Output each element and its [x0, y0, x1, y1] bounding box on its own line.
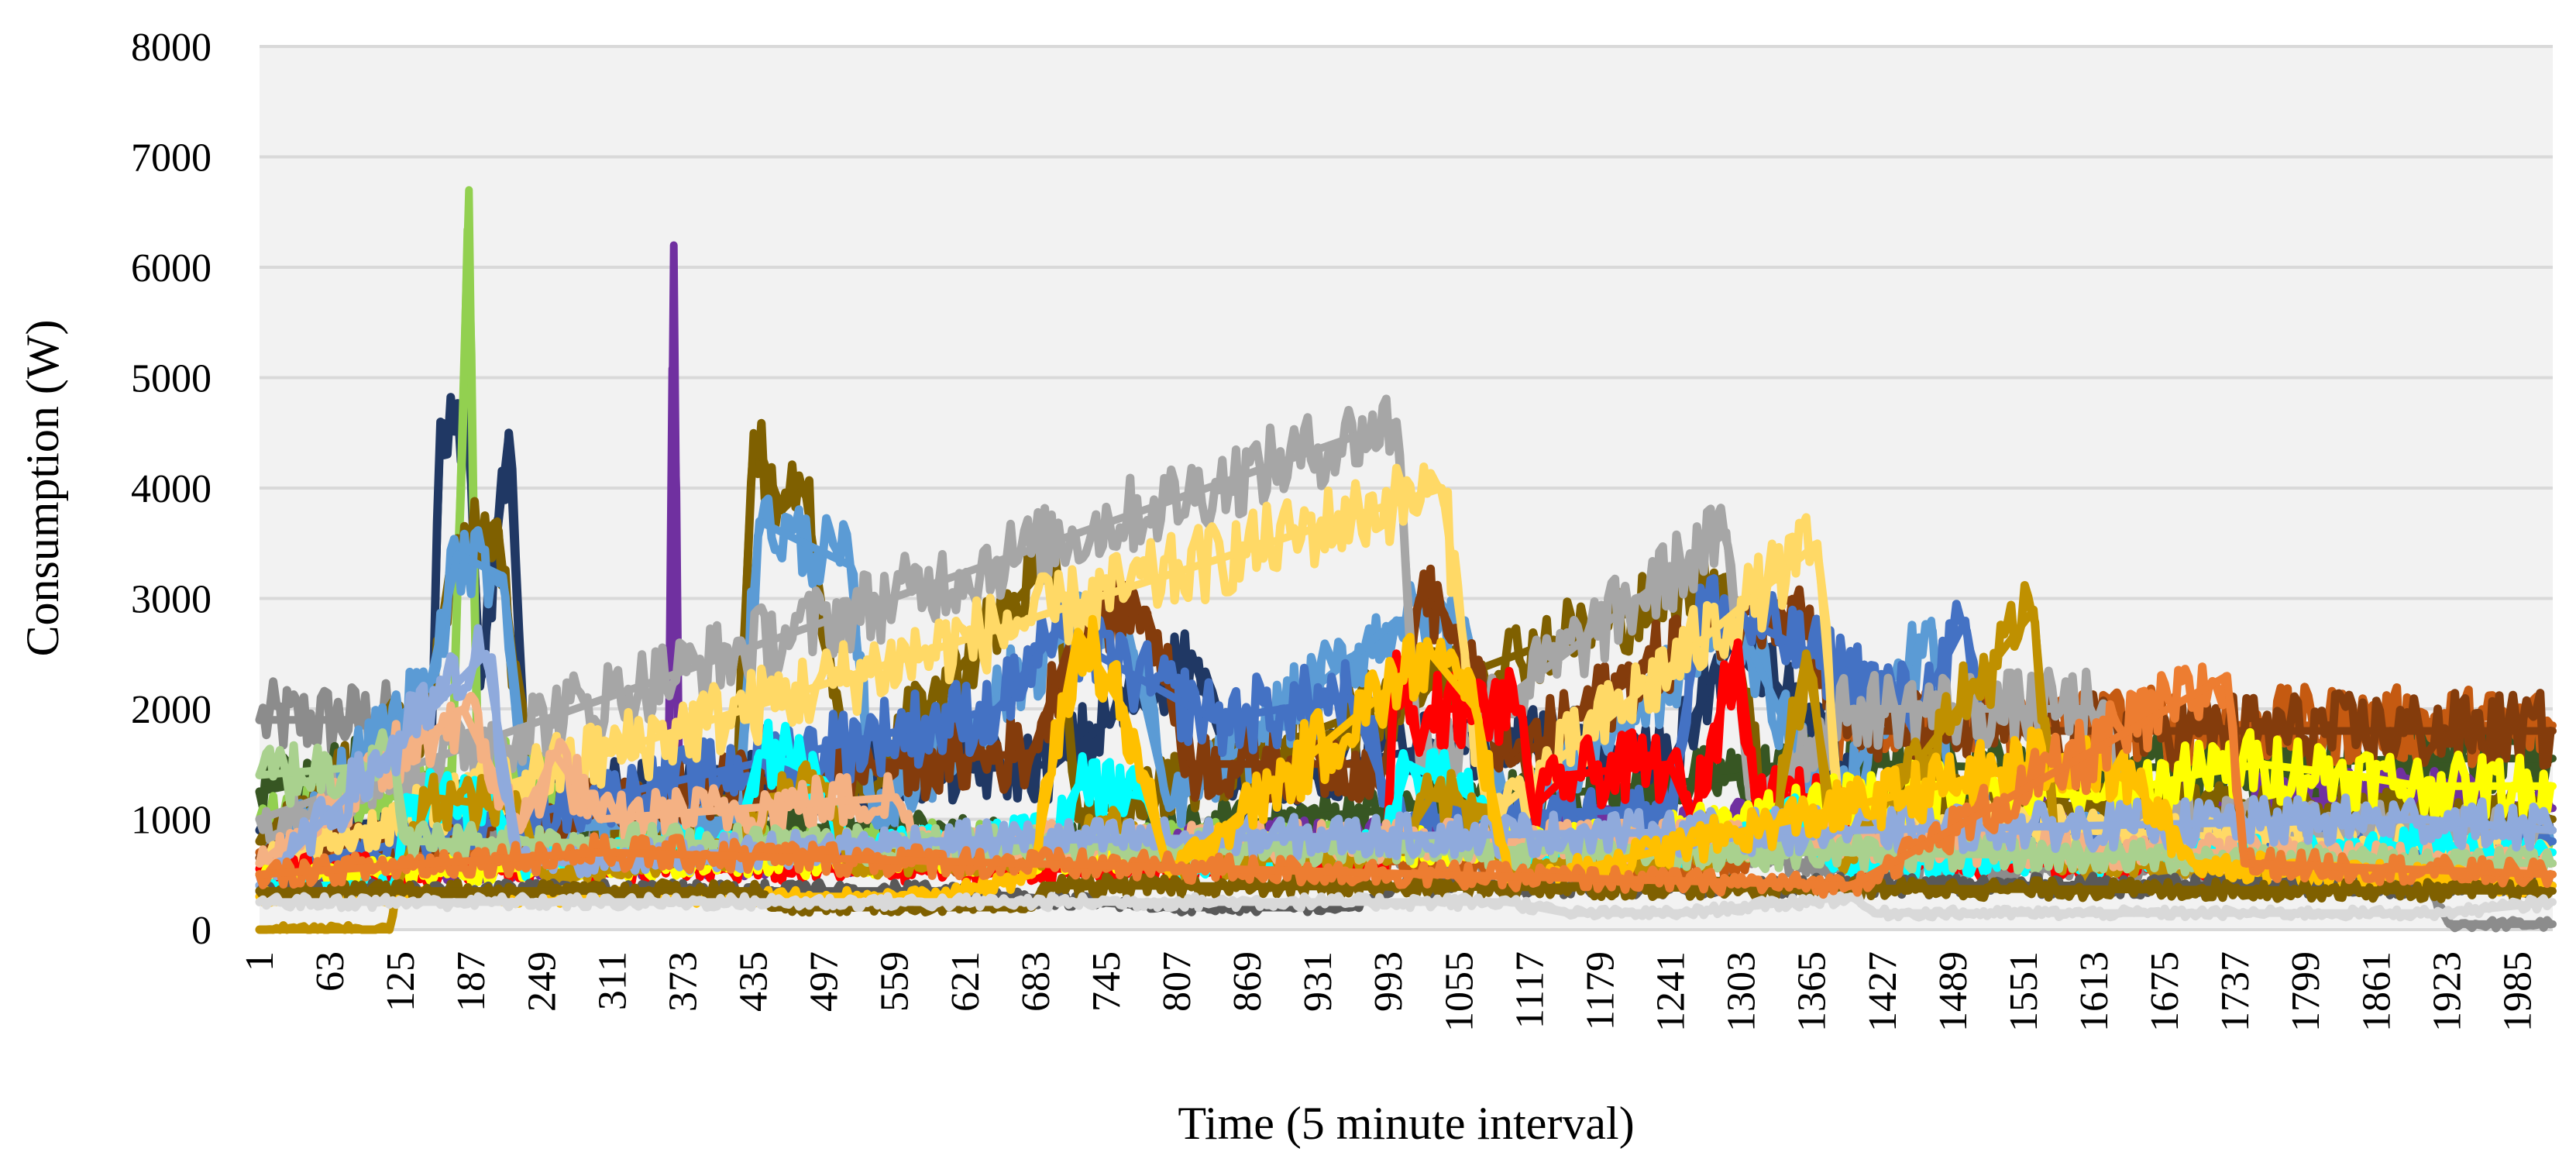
x-tick-label-311: 311	[590, 951, 635, 1010]
x-tick-label-1923: 1923	[2425, 951, 2469, 1032]
x-axis-ticks: 1 63 125 187 249 311 373 435 497 559 621 683 745 807 8…	[238, 951, 2540, 1032]
x-tick-label-1: 1	[238, 951, 282, 971]
x-tick-label-373: 373	[662, 951, 706, 1012]
y-axis-title: Consumption (W)	[17, 320, 68, 657]
series-envelope-19	[256, 649, 2557, 889]
y-tick-label-2000: 2000	[131, 688, 212, 732]
y-tick-label-5000: 5000	[131, 357, 212, 401]
x-tick-label-1365: 1365	[1790, 951, 1835, 1032]
y-tick-label-1000: 1000	[131, 799, 212, 843]
x-tick-label-187: 187	[449, 951, 494, 1012]
x-tick-label-1737: 1737	[2213, 951, 2258, 1032]
series-line-24	[255, 662, 2555, 899]
x-tick-label-807: 807	[1155, 951, 1199, 1012]
y-tick-label-3000: 3000	[131, 578, 212, 622]
x-tick-label-1117: 1117	[1508, 951, 1552, 1029]
series-envelope-23	[256, 892, 2557, 917]
x-tick-label-1799: 1799	[2284, 951, 2328, 1032]
y-tick-label-6000: 6000	[131, 246, 212, 291]
y-tick-label-8000: 8000	[131, 26, 212, 70]
x-tick-label-683: 683	[1014, 951, 1058, 1012]
y-tick-label-7000: 7000	[131, 136, 212, 181]
x-tick-label-1427: 1427	[1861, 951, 1905, 1032]
x-tick-label-931: 931	[1296, 951, 1340, 1012]
x-tick-label-497: 497	[803, 951, 847, 1012]
x-tick-label-1303: 1303	[1720, 951, 1764, 1032]
series-layer	[255, 186, 2557, 934]
x-tick-label-559: 559	[873, 951, 917, 1012]
x-tick-label-993: 993	[1367, 951, 1411, 1012]
series-envelope-24	[256, 672, 2557, 889]
x-tick-label-869: 869	[1226, 951, 1270, 1012]
x-tick-label-1985: 1985	[2496, 951, 2540, 1032]
x-tick-label-1613: 1613	[2072, 951, 2117, 1032]
x-tick-label-1861: 1861	[2354, 951, 2399, 1032]
x-tick-label-1551: 1551	[2002, 951, 2046, 1032]
x-axis-title: Time (5 minute interval)	[1178, 1098, 1634, 1149]
x-tick-label-1055: 1055	[1437, 951, 1481, 1032]
x-tick-label-1675: 1675	[2143, 951, 2187, 1032]
y-tick-label-4000: 4000	[131, 467, 212, 511]
x-tick-label-1241: 1241	[1649, 951, 1694, 1032]
x-tick-label-745: 745	[1085, 951, 1129, 1012]
x-tick-label-125: 125	[379, 951, 423, 1012]
x-tick-label-1489: 1489	[1931, 951, 1976, 1032]
x-tick-label-1179: 1179	[1579, 951, 1623, 1030]
x-tick-label-621: 621	[944, 951, 988, 1012]
y-axis-ticks: 0 1000 2000 3000 4000 5000 6000 7000 8000	[131, 26, 212, 953]
x-tick-label-435: 435	[732, 951, 776, 1012]
series-envelope-22	[256, 882, 2557, 912]
x-tick-label-63: 63	[308, 951, 353, 992]
y-tick-label-0: 0	[191, 909, 212, 953]
series-envelope-21	[256, 628, 2557, 901]
x-tick-label-249: 249	[520, 951, 564, 1012]
